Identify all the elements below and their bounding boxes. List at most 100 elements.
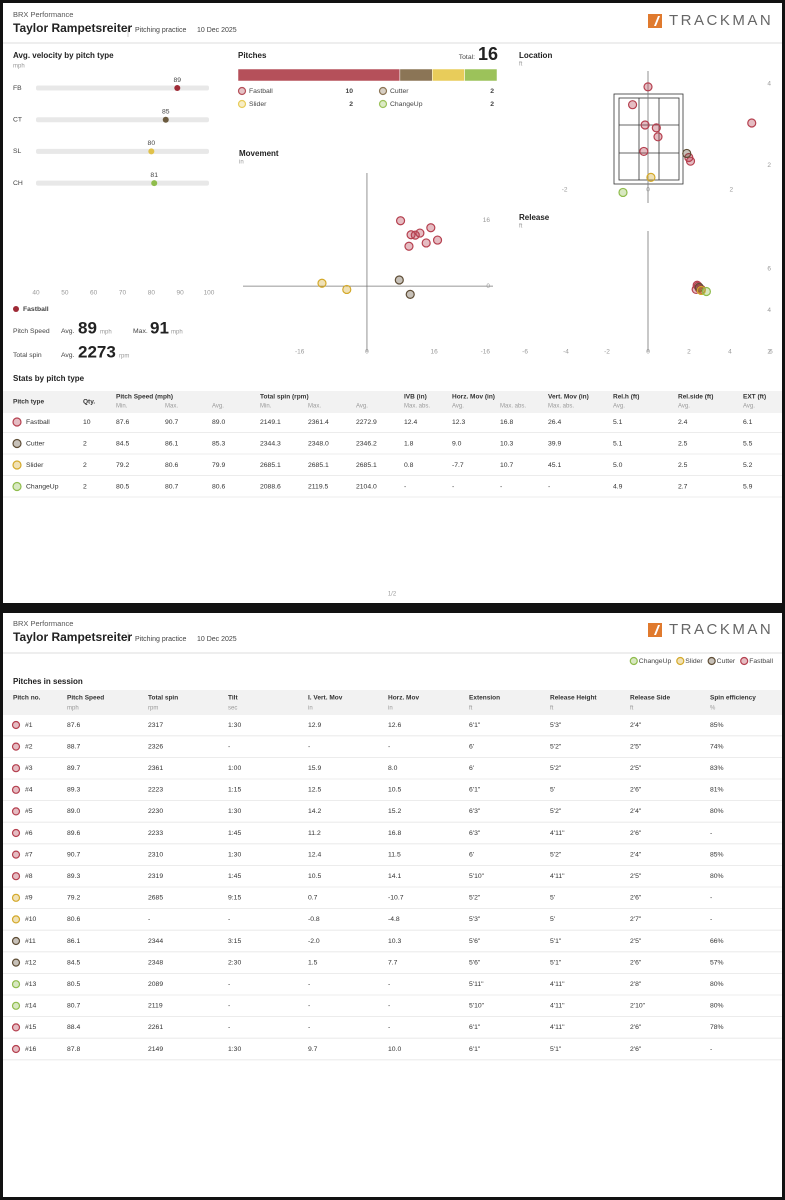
column-unit: ft — [630, 706, 634, 712]
legend-label: Cutter — [717, 658, 736, 665]
table-cell: 2685.1 — [308, 462, 329, 469]
table-cell: 87.6 — [67, 722, 80, 729]
label: Total spin — [13, 352, 42, 359]
table-cell: - — [548, 483, 550, 490]
table-cell: 0.7 — [308, 895, 318, 902]
brand-name: TRACKMAN — [669, 12, 773, 29]
x-tick-label: 0 — [365, 349, 369, 356]
track — [36, 148, 209, 154]
y-tick-label: 4 — [767, 81, 771, 88]
data-point — [653, 132, 663, 142]
section-title: Pitches in session — [13, 677, 83, 686]
table-cell: 87.8 — [67, 1046, 80, 1053]
chart-title: Release — [519, 213, 550, 222]
table-cell: 5'11" — [469, 981, 484, 988]
table-cell: 80.5 — [67, 981, 80, 988]
data-point — [426, 223, 436, 233]
table-cell: 3:15 — [228, 938, 241, 945]
table-cell: 89.0 — [67, 808, 80, 815]
column-header: IVB (in) — [404, 394, 427, 401]
player-name: Taylor Rampetsreiter — [13, 630, 132, 644]
table-cell: #8 — [25, 873, 33, 880]
table-cell: 80% — [710, 808, 724, 815]
table-cell: 80.7 — [165, 483, 178, 490]
brand-icon-slash — [654, 625, 660, 635]
table-cell: 5'3" — [550, 722, 562, 729]
column-header: I. Vert. Mov — [308, 695, 343, 702]
table-cell: 1:30 — [228, 1046, 241, 1053]
session-type: Pitching practice — [135, 27, 186, 34]
table-cell: - — [308, 981, 310, 988]
table-cell: 45.1 — [548, 462, 561, 469]
table-cell: - — [710, 895, 712, 902]
avg-spin: 2273 — [78, 342, 116, 361]
table-cell: 2233 — [148, 830, 163, 837]
chart-unit: in — [239, 160, 244, 166]
table-cell: 9.0 — [452, 440, 462, 447]
table-cell: #3 — [25, 765, 33, 772]
brand-name: TRACKMAN — [669, 621, 773, 638]
label: Avg. — [61, 328, 75, 335]
table-cell: 1:15 — [228, 787, 241, 794]
table-cell: ChangeUp — [26, 483, 59, 490]
table-cell: #4 — [25, 787, 33, 794]
legend-count: 10 — [345, 88, 353, 95]
table-cell: 87.6 — [116, 419, 129, 426]
column-subheader: Max. abs. — [500, 404, 526, 410]
x-tick-label: 2 — [687, 349, 691, 356]
marker — [629, 656, 638, 666]
table-cell: 14.2 — [308, 808, 321, 815]
column-header: Spin efficiency — [710, 695, 756, 702]
marker — [11, 785, 21, 794]
track — [36, 117, 209, 123]
column-header: Horz. Mov — [388, 695, 419, 702]
table-cell: 2'7" — [630, 916, 642, 923]
x-tick-label: 60 — [90, 290, 98, 297]
table-cell: 89.7 — [67, 765, 80, 772]
bar-segment — [464, 68, 498, 82]
table-cell: 2230 — [148, 808, 163, 815]
table-cell: 5.9 — [743, 483, 753, 490]
category-label: FB — [13, 85, 22, 92]
marker — [11, 1023, 21, 1032]
total-value: 16 — [478, 44, 498, 64]
table-cell: #9 — [25, 895, 33, 902]
table-cell: 2119.5 — [308, 483, 329, 490]
table-cell: 1:30 — [228, 808, 241, 815]
table-cell: 1:00 — [228, 765, 241, 772]
table-cell: #7 — [25, 851, 33, 858]
data-point — [395, 216, 406, 226]
table-cell: 10.5 — [308, 873, 321, 880]
table-cell: -0.8 — [308, 916, 320, 923]
column-header: Release Side — [630, 695, 670, 702]
table-cell: 5'3" — [469, 916, 481, 923]
table-cell: 2361.4 — [308, 419, 329, 426]
org-name: BRX Performance — [13, 619, 73, 628]
x-tick-label: 80 — [148, 290, 156, 297]
column-unit: % — [710, 706, 716, 712]
x-tick-label: -6 — [522, 349, 528, 356]
table-cell: 89.0 — [212, 419, 225, 426]
column-header: Qty. — [83, 399, 95, 406]
table-cell: 89.6 — [67, 830, 80, 837]
column-subheader: Min. — [260, 404, 272, 410]
column-subheader: Avg. — [678, 404, 690, 410]
marker — [12, 417, 22, 427]
legend-count: 2 — [349, 101, 353, 108]
table-cell: 79.2 — [67, 895, 80, 902]
y-tick-label: 2 — [767, 349, 771, 356]
table-cell: 5'10" — [469, 1003, 485, 1010]
column-header: EXT (ft) — [743, 394, 766, 401]
brand-icon-slash — [654, 16, 660, 26]
legend-label: Fastball — [249, 88, 273, 95]
data-point — [415, 228, 425, 238]
table-cell: 0.8 — [404, 462, 414, 469]
data-point — [405, 289, 415, 299]
chart-title: Pitches — [238, 51, 267, 60]
table-cell: 1.8 — [404, 440, 414, 447]
table-cell: - — [388, 1024, 390, 1031]
marker — [11, 764, 21, 773]
data-point — [651, 123, 661, 133]
table-cell: 57% — [710, 959, 724, 966]
